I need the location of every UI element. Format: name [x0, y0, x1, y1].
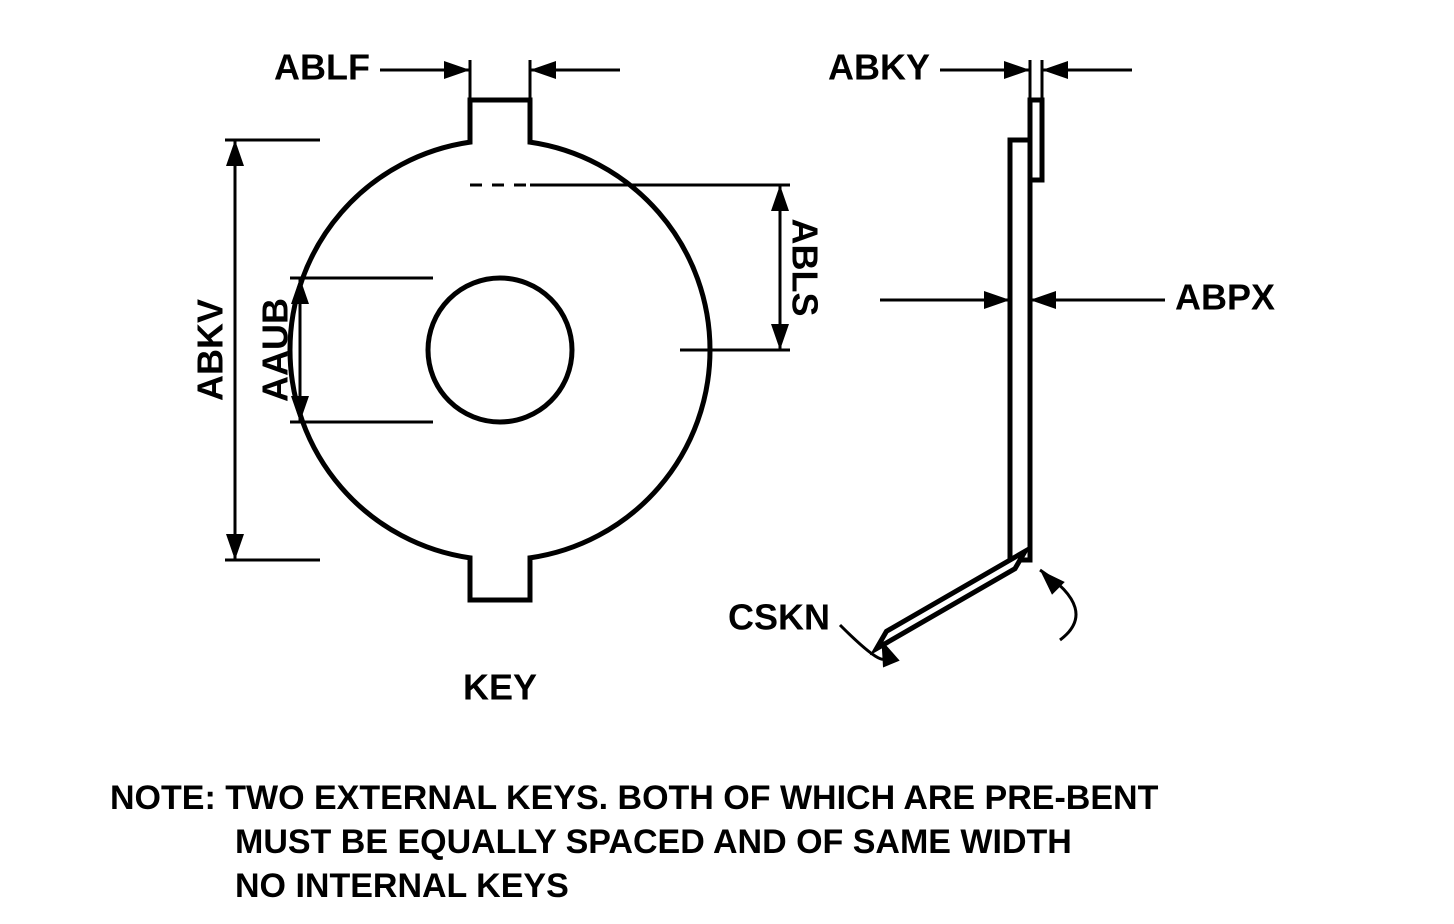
- label-abls: ABLS: [784, 219, 825, 317]
- label-abky: ABKY: [828, 47, 930, 88]
- side-body: [1010, 140, 1030, 560]
- side-key-bent: [876, 551, 1025, 648]
- washer-hole: [428, 278, 572, 422]
- note-line-1: NOTE: TWO EXTERNAL KEYS. BOTH OF WHICH A…: [110, 779, 1159, 817]
- label-cskn: CSKN: [728, 597, 830, 638]
- label-ablf: ABLF: [274, 47, 370, 88]
- label-abpx: ABPX: [1175, 277, 1275, 318]
- label-key: KEY: [463, 667, 537, 708]
- note-line-2: MUST BE EQUALLY SPACED AND OF SAME WIDTH: [235, 823, 1072, 861]
- note-line-3: NO INTERNAL KEYS: [235, 867, 569, 905]
- side-key-top: [1030, 100, 1042, 180]
- label-abkv: ABKV: [190, 299, 231, 401]
- label-aaub: AAUB: [255, 298, 296, 402]
